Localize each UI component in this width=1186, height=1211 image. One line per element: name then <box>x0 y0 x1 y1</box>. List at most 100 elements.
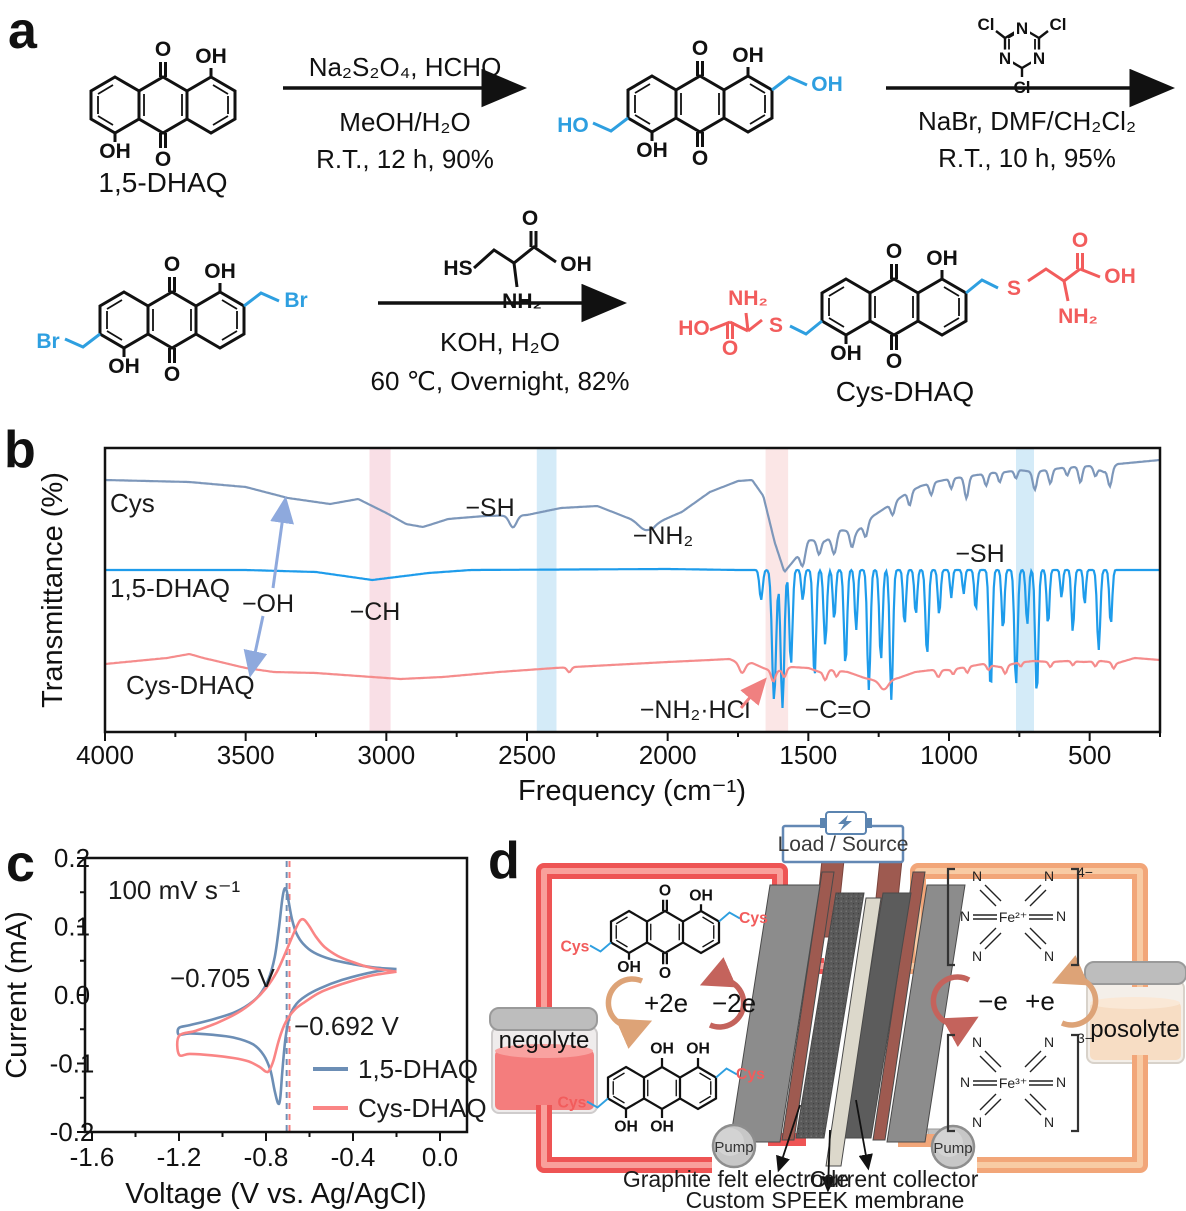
panel-a-synthesis-scheme: a O OH O OH 1,5-DHAQ Na₂S₂O₄, HCHO MeOH/… <box>8 2 1175 407</box>
atom-n: N <box>1016 19 1028 38</box>
n-label: N <box>960 1074 970 1090</box>
negolyte-liquid <box>495 1050 594 1110</box>
atom-oh: OH <box>108 355 140 378</box>
felt-label: Graphite felt electrode <box>623 1166 849 1192</box>
posolyte-lid <box>1084 961 1186 985</box>
atom-br: Br <box>36 330 59 353</box>
atom-oh: OH <box>195 45 227 68</box>
atom-o: O <box>164 363 180 386</box>
atom-ho: HO <box>678 317 710 340</box>
series-label-cysdhaq: Cys-DHAQ <box>126 670 255 700</box>
ftir-x-axis-ticks: 4000 3500 3000 2500 2000 1500 1000 500 <box>76 732 1161 770</box>
step3-reagents: KOH, H₂O <box>440 327 560 357</box>
ferricyanide-complex: Fe³⁺ N N N N N N 3− <box>946 1030 1093 1133</box>
atom-nh2: NH₂ <box>1058 305 1098 328</box>
negolyte-lid <box>489 1007 598 1031</box>
x-tick-label: 3500 <box>217 740 275 770</box>
membrane-pointer-arrow <box>821 1129 836 1193</box>
atom-oh: OH <box>830 342 862 365</box>
atom-n: N <box>999 49 1011 68</box>
series-label-cys: Cys <box>110 488 155 518</box>
posolyte-label: posolyte <box>1090 1016 1179 1043</box>
atom-oh: OH <box>99 140 131 163</box>
pump-left: Pump <box>711 1123 757 1169</box>
x-tick-label: -0.4 <box>331 1142 376 1172</box>
atom-oh: OH <box>1104 265 1136 288</box>
n-label: N <box>972 1034 982 1050</box>
molecule-diol-dhaq: O OH O OH OH HO <box>557 37 843 170</box>
x-tick-label: 3000 <box>357 740 415 770</box>
y-tick-label: -0.2 <box>50 1117 95 1147</box>
atom-oh: OH <box>650 1119 674 1136</box>
panel-d-label: d <box>488 832 520 890</box>
membrane-label: Custom SPEEK membrane <box>686 1187 965 1211</box>
negolyte-molecule-oxidized: O OH O OH Cys Cys <box>561 882 769 982</box>
panel-b-ftir: b 4000 3500 3000 2500 2000 1500 1000 500 Freque… <box>4 421 1162 807</box>
y-tick-label: 0.0 <box>54 980 90 1010</box>
molecule-cysteine: HS O OH NH₂ <box>443 207 591 313</box>
molecule-dibromo-dhaq: O OH O OH Br Br <box>36 253 307 386</box>
legend-label-cysdhaq: Cys-DHAQ <box>358 1093 487 1123</box>
panel-c-label: c <box>6 835 35 893</box>
y-tick-label: 0.1 <box>54 912 90 942</box>
negolyte-label: negolyte <box>499 1027 590 1054</box>
cv-peak-label-2: −0.692 V <box>294 1011 399 1041</box>
atom-oh: OH <box>636 139 668 162</box>
panel-a-label: a <box>8 2 38 60</box>
n-label: N <box>972 948 982 964</box>
cv-scan-rate: 100 mV s⁻¹ <box>108 875 241 905</box>
cv-peak-label-1: −0.705 V <box>170 963 275 993</box>
molecule-cys-dhaq: O OH O OH S NH₂ O OH S NH₂ O HO <box>678 229 1136 373</box>
n-label: N <box>1056 1074 1066 1090</box>
cys-label: Cys <box>739 910 768 927</box>
collector-pointer-arrow <box>855 1099 873 1171</box>
cv-axis-ticks: -1.6 -1.2 -0.8 -0.4 0.0 -0.2 -0.1 0.0 0.1 0.2 <box>50 843 458 1172</box>
ftir-y-axis-title: Transmittance (%) <box>37 472 69 708</box>
step1-reagents: Na₂S₂O₄, HCHO <box>309 52 502 82</box>
annotation-oh: −OH <box>242 590 294 618</box>
legend-label-15dhaq: 1,5-DHAQ <box>358 1054 478 1084</box>
atom-oh: OH <box>614 1119 638 1136</box>
x-tick-label: 1000 <box>920 740 978 770</box>
ftir-spectra-curves <box>104 458 1161 709</box>
annotation-co: −C=O <box>805 696 872 724</box>
atom-ho-blue: HO <box>557 114 589 137</box>
cys-label: Cys <box>561 939 590 956</box>
cys-label: Cys <box>558 1095 587 1112</box>
atom-oh-blue: OH <box>811 73 843 96</box>
x-tick-label: 4000 <box>76 740 134 770</box>
minus2e-label: −2e <box>712 988 756 1018</box>
speek-membrane <box>825 897 882 1167</box>
molecule-cyanuric-chloride: N N N Cl Cl Cl <box>978 15 1067 97</box>
series-label-15dhaq: 1,5-DHAQ <box>110 573 230 603</box>
n-label: N <box>1044 948 1054 964</box>
atom-s: S <box>1007 277 1021 300</box>
panel-b-label: b <box>4 421 36 479</box>
current-collector-right <box>872 871 926 1141</box>
highlight-band <box>536 449 557 731</box>
atom-nh2: NH₂ <box>728 287 768 310</box>
y-tick-label: 0.2 <box>54 843 90 873</box>
atom-hs: HS <box>443 257 472 280</box>
annotation-ch: −CH <box>350 598 401 626</box>
pump-left-label: Pump <box>714 1139 753 1156</box>
n-label: N <box>1044 1114 1054 1130</box>
felt-pointer-arrow <box>776 1104 801 1173</box>
step2-reagents: NaBr, DMF/CH₂Cl₂ <box>918 106 1136 136</box>
atom-o: O <box>722 337 738 360</box>
atom-br: Br <box>284 289 307 312</box>
ftir-x-axis-title: Frequency (cm⁻¹) <box>518 775 746 807</box>
load-source-label: Load / Source <box>778 833 909 856</box>
fe2-label: Fe²⁺ <box>999 909 1027 925</box>
x-tick-label: 2000 <box>639 740 697 770</box>
atom-o: O <box>522 207 538 230</box>
x-tick-label: 2500 <box>498 740 556 770</box>
highlight-band <box>765 449 789 731</box>
atom-oh: OH <box>617 959 641 976</box>
battery-icon <box>820 811 872 835</box>
spectrum-Cys-DHAQ <box>104 652 1161 691</box>
complex-charge: 3− <box>1077 1030 1093 1046</box>
n-label: N <box>972 868 982 884</box>
molecule-15dhaq: O OH O OH <box>89 38 237 171</box>
